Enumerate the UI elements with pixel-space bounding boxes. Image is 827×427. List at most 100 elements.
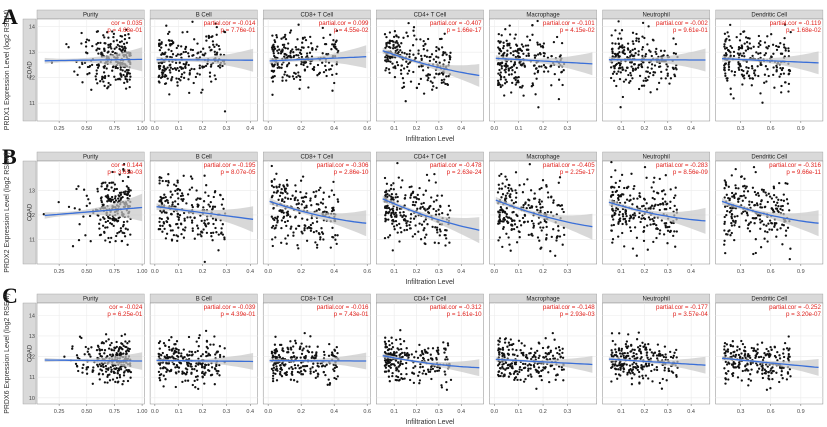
data-point: [171, 229, 174, 232]
data-point: [319, 186, 322, 189]
data-point: [106, 87, 109, 90]
data-point: [112, 224, 115, 228]
data-point: [554, 378, 557, 381]
data-point: [614, 212, 617, 215]
data-point: [747, 74, 751, 78]
data-point: [305, 192, 308, 195]
data-point: [75, 354, 79, 357]
data-point: [423, 242, 426, 245]
y-tick-label: 11: [29, 375, 35, 381]
data-point: [191, 227, 194, 230]
data-point: [782, 199, 786, 202]
data-point: [201, 65, 204, 69]
data-point: [663, 208, 666, 211]
data-point: [274, 236, 277, 239]
data-point: [507, 375, 511, 378]
data-point: [392, 352, 395, 356]
data-point: [430, 196, 433, 199]
data-point: [333, 348, 336, 351]
data-point: [202, 372, 206, 376]
data-point: [103, 47, 106, 50]
data-point: [99, 368, 102, 371]
data-point: [625, 223, 628, 226]
data-point: [117, 350, 120, 353]
data-point: [403, 353, 407, 357]
data-point: [91, 382, 94, 385]
data-point: [177, 218, 180, 221]
data-point: [528, 163, 531, 166]
stat-cor-label: partial.cor = -0.405: [543, 162, 595, 169]
data-point: [739, 52, 742, 55]
data-point: [762, 190, 765, 193]
confidence-band: [156, 203, 254, 233]
data-point: [281, 79, 284, 82]
data-point: [300, 230, 303, 233]
facet-title: Neutrophil: [642, 155, 669, 161]
x-tick-label: 0.0: [151, 269, 159, 275]
data-point: [390, 215, 393, 219]
data-point: [331, 43, 334, 46]
data-point: [296, 380, 299, 383]
data-point: [309, 335, 312, 338]
data-point: [427, 211, 430, 214]
data-point: [74, 362, 78, 366]
panel-frame: [149, 18, 258, 122]
data-point: [119, 34, 122, 38]
data-point: [431, 367, 435, 371]
data-point: [501, 346, 505, 350]
data-point: [642, 197, 646, 200]
data-point: [540, 200, 543, 203]
data-point: [757, 42, 761, 45]
y-tick-label: 11: [29, 237, 35, 243]
data-point: [203, 219, 206, 222]
data-point: [163, 193, 166, 196]
data-point: [210, 235, 213, 238]
data-point: [284, 196, 287, 199]
data-point: [787, 73, 790, 76]
data-point: [186, 216, 189, 219]
data-point: [273, 178, 276, 181]
data-point: [273, 343, 277, 346]
data-point: [124, 227, 127, 230]
data-point: [560, 41, 564, 45]
data-point: [282, 211, 285, 214]
data-point: [191, 383, 194, 387]
data-point: [210, 373, 214, 376]
data-point: [729, 44, 732, 48]
data-point: [203, 365, 206, 368]
data-point: [509, 372, 512, 376]
data-point: [284, 70, 287, 74]
data-point: [759, 246, 763, 249]
data-point: [184, 50, 188, 54]
data-point: [785, 198, 789, 201]
data-point: [505, 207, 508, 210]
data-point: [176, 212, 179, 215]
data-point: [614, 190, 617, 194]
data-point: [223, 347, 226, 350]
data-point: [409, 196, 412, 199]
data-point: [120, 75, 123, 78]
data-point: [115, 345, 118, 349]
data-point: [119, 68, 122, 71]
fit-line: [495, 199, 593, 228]
data-point: [440, 37, 443, 41]
data-point: [102, 34, 105, 37]
data-point: [95, 63, 99, 67]
data-point: [165, 220, 169, 224]
data-point: [502, 367, 505, 370]
data-point: [115, 187, 119, 191]
data-point: [158, 376, 161, 380]
data-point: [750, 84, 753, 87]
data-point: [503, 356, 506, 359]
data-point: [500, 34, 503, 37]
data-point: [425, 74, 428, 77]
x-tick-label: 0.0: [490, 269, 498, 275]
data-point: [611, 351, 614, 354]
data-point: [406, 220, 409, 223]
data-point: [102, 365, 105, 369]
data-point: [279, 52, 283, 55]
data-point: [120, 40, 123, 43]
data-point: [158, 38, 161, 42]
